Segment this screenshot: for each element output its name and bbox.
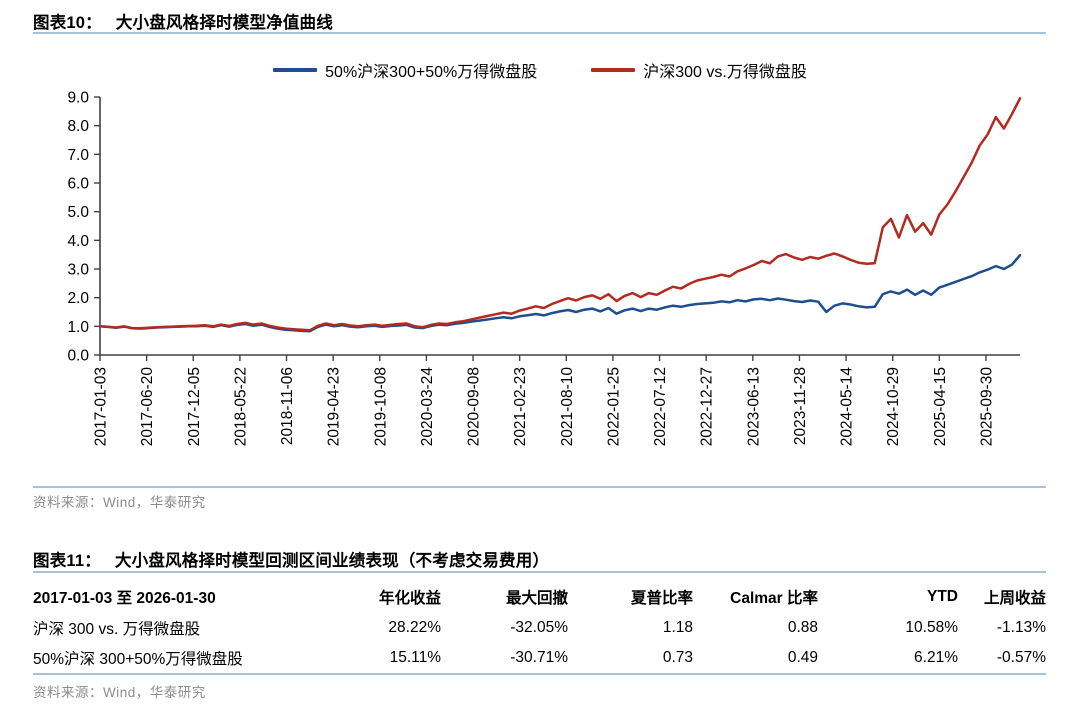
table-header-row: 2017-01-03 至 2026-01-30 年化收益 最大回撤 夏普比率 C… <box>33 580 1046 613</box>
svg-text:6.0: 6.0 <box>67 176 89 193</box>
svg-text:2017-06-20: 2017-06-20 <box>139 367 156 447</box>
cell-annual-return: 28.22% <box>388 619 441 636</box>
cell-last-week: -0.57% <box>996 649 1046 666</box>
svg-text:2017-01-03: 2017-01-03 <box>93 367 110 446</box>
svg-text:1.0: 1.0 <box>67 319 89 336</box>
cell-annual-return: 15.11% <box>389 649 441 666</box>
legend-label-blended: 50%沪深300+50%万得微盘股 <box>325 64 538 81</box>
svg-text:8.0: 8.0 <box>67 118 89 135</box>
cell-name: 50%沪深 300+50%万得微盘股 <box>33 651 243 668</box>
legend-line-swatch-red <box>591 68 636 72</box>
figure11-title-text: 大小盘风格择时模型回测区间业绩表现（不考虑交易费用） <box>114 552 550 570</box>
legend-line-swatch-blue <box>273 68 318 72</box>
svg-text:2019-04-23: 2019-04-23 <box>326 367 343 446</box>
performance-table: 2017-01-03 至 2026-01-30 年化收益 最大回撤 夏普比率 C… <box>33 580 1046 675</box>
svg-text:2025-09-30: 2025-09-30 <box>978 367 995 447</box>
figure11-source: 资料来源：Wind，华泰研究 <box>33 685 206 700</box>
net-value-line-chart: 0.0 1.0 2.0 3.0 4.0 5.0 6.0 7.0 8.0 9.0 2017-01-03… <box>67 90 1022 447</box>
table-row-timing: 沪深 300 vs. 万得微盘股 28.22% -32.05% 1.18 0.8… <box>33 613 1046 643</box>
cell-ytd: 6.21% <box>914 649 958 666</box>
table-row-blended: 50%沪深 300+50%万得微盘股 15.11% -30.71% 0.73 0… <box>33 643 1046 674</box>
figure10-title-text: 大小盘风格择时模型净值曲线 <box>115 14 333 32</box>
header-period: 2017-01-03 至 2026-01-30 <box>33 589 216 607</box>
svg-text:2018-11-06: 2018-11-06 <box>279 367 296 445</box>
figure10-bottom-rule <box>33 486 1046 488</box>
cell-ytd: 10.58% <box>905 619 958 636</box>
svg-text:0.0: 0.0 <box>67 348 89 365</box>
svg-text:9.0: 9.0 <box>67 90 89 107</box>
svg-text:2021-02-23: 2021-02-23 <box>512 367 529 446</box>
svg-text:2022-12-27: 2022-12-27 <box>699 367 716 446</box>
legend-item-timing: 沪深300 vs.万得微盘股 <box>591 58 807 82</box>
header-annual-return: 年化收益 <box>378 589 441 607</box>
svg-text:2022-01-25: 2022-01-25 <box>605 367 622 446</box>
legend-item-blended: 50%沪深300+50%万得微盘股 <box>273 58 537 82</box>
figure10-title: 图表10： 大小盘风格择时模型净值曲线 <box>33 9 333 33</box>
svg-text:2017-12-05: 2017-12-05 <box>186 367 203 446</box>
cell-calmar: 0.49 <box>787 649 818 666</box>
svg-text:2020-09-08: 2020-09-08 <box>466 367 483 446</box>
svg-text:2.0: 2.0 <box>67 290 89 307</box>
svg-text:7.0: 7.0 <box>67 147 89 164</box>
cell-last-week: -1.13% <box>996 619 1046 636</box>
cell-sharpe: 0.73 <box>662 649 693 666</box>
cell-calmar: 0.88 <box>787 619 818 636</box>
header-calmar: Calmar 比率 <box>730 589 818 607</box>
svg-text:2024-10-29: 2024-10-29 <box>885 367 902 446</box>
svg-text:2023-11-28: 2023-11-28 <box>792 367 809 445</box>
cell-sharpe: 1.18 <box>662 619 693 636</box>
svg-text:2024-05-14: 2024-05-14 <box>839 367 856 447</box>
svg-text:2025-04-15: 2025-04-15 <box>932 367 949 446</box>
svg-text:2021-08-10: 2021-08-10 <box>559 367 576 447</box>
svg-text:2023-06-13: 2023-06-13 <box>745 367 762 446</box>
figure10-title-rule <box>33 32 1046 34</box>
figure10-label: 图表10： <box>33 14 102 32</box>
figure11-title: 图表11： 大小盘风格择时模型回测区间业绩表现（不考虑交易费用） <box>33 547 549 571</box>
svg-text:3.0: 3.0 <box>67 262 89 279</box>
svg-text:2019-10-08: 2019-10-08 <box>372 367 389 446</box>
cell-name: 沪深 300 vs. 万得微盘股 <box>33 621 201 638</box>
svg-text:2020-03-24: 2020-03-24 <box>419 367 436 447</box>
svg-text:2022-07-12: 2022-07-12 <box>652 367 669 446</box>
svg-text:4.0: 4.0 <box>67 233 89 250</box>
chart-legend: 50%沪深300+50%万得微盘股 沪深300 vs.万得微盘股 <box>0 58 1080 82</box>
header-ytd: YTD <box>927 587 958 605</box>
header-max-drawdown: 最大回撤 <box>505 589 568 607</box>
header-last-week: 上周收益 <box>983 589 1046 607</box>
svg-text:5.0: 5.0 <box>67 204 89 221</box>
cell-max-drawdown: -32.05% <box>510 619 568 636</box>
legend-label-timing: 沪深300 vs.万得微盘股 <box>643 64 807 81</box>
figure10-source: 资料来源：Wind，华泰研究 <box>33 495 206 510</box>
figure11-title-rule <box>33 571 1046 573</box>
svg-text:2018-05-22: 2018-05-22 <box>232 367 249 446</box>
cell-max-drawdown: -30.71% <box>510 649 568 666</box>
figure11-label: 图表11： <box>33 552 101 570</box>
header-sharpe: 夏普比率 <box>630 589 693 607</box>
